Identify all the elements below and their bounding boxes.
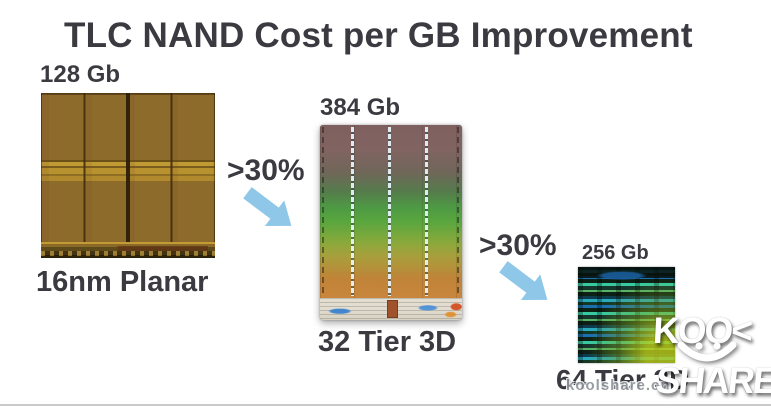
planar-die-periphery [41, 242, 215, 258]
die-32tier-periphery-block [386, 300, 398, 318]
die-32tier-dash-line [351, 127, 355, 296]
capacity-label-planar: 128 Gb [40, 61, 121, 88]
die-32tier-image [320, 125, 462, 320]
die-32tier-dash-line [425, 127, 429, 296]
improvement-label-2: >30% [479, 229, 557, 262]
capacity-label-64tier: 256 Gb [582, 242, 649, 264]
capacity-label-32tier: 384 Gb [320, 94, 401, 121]
die-64tier-image [578, 267, 675, 363]
improvement-label-1: >30% [227, 154, 305, 187]
arrow-icon-1 [243, 187, 292, 226]
bottom-divider [0, 404, 771, 406]
stage-name-64tier: 64 Tier 3D [556, 364, 690, 395]
die-32tier-edge-dash-left [322, 127, 324, 296]
stage-name-32tier: 32 Tier 3D [318, 326, 457, 358]
watermark-smiley-icon [677, 341, 737, 362]
arrow-icon-2 [499, 261, 548, 300]
page-title: TLC NAND Cost per GB Improvement [64, 16, 693, 55]
watermark-site-text: koolshare.cn [566, 377, 671, 394]
planar-die-image [41, 93, 215, 258]
die-32tier-edge-dash-right [457, 127, 459, 296]
die-32tier-dash-line [388, 127, 392, 296]
stage-name-planar: 16nm Planar [36, 266, 209, 298]
watermark-logo-bottom-text: SHARE [653, 360, 771, 401]
planar-die-columns [41, 93, 215, 258]
